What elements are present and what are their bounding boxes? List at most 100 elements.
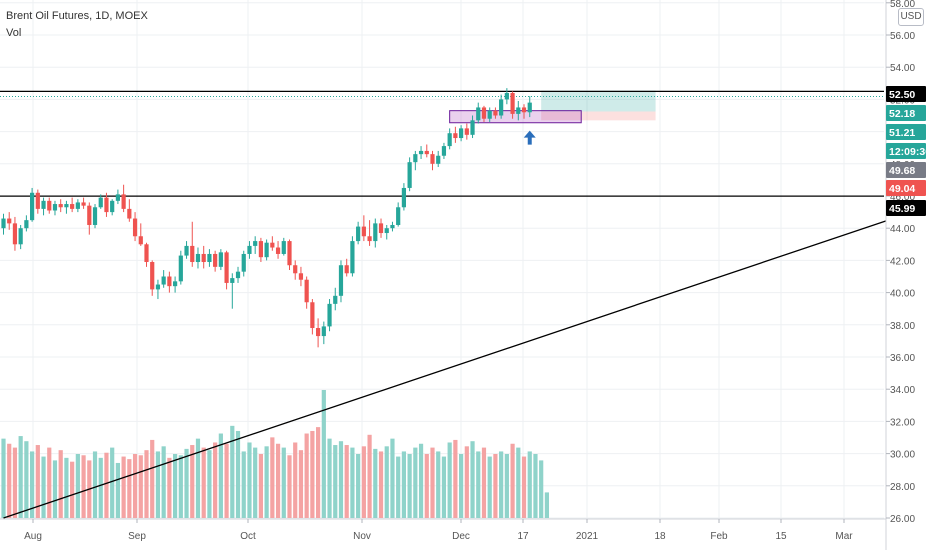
volume-bar: [24, 441, 28, 518]
price-label-text: 52.50: [889, 89, 915, 101]
price-label-text: 12:09:36: [889, 146, 931, 158]
x-tick-label: 2021: [576, 531, 599, 542]
volume-bar: [430, 448, 434, 518]
volume-bar: [453, 440, 457, 518]
candle: [144, 243, 148, 267]
candle-body: [1, 219, 5, 229]
candle-body: [493, 111, 497, 116]
candle-body: [465, 128, 469, 134]
candle: [436, 151, 440, 167]
candle: [87, 202, 91, 234]
y-tick-label: 44.00: [890, 224, 915, 235]
volume-bar: [310, 431, 314, 518]
candle-body: [379, 223, 383, 233]
y-tick-label: 56.00: [890, 31, 915, 42]
horizontal-levels: [0, 91, 884, 196]
volume-bar: [270, 437, 274, 518]
candle-body: [81, 202, 85, 205]
candle-body: [350, 241, 354, 273]
candle-body: [122, 194, 126, 208]
volume-bar: [122, 457, 126, 518]
volume-bar: [196, 439, 200, 518]
y-tick-label: 26.00: [890, 514, 915, 525]
candle-body: [13, 223, 17, 244]
currency-button[interactable]: USD: [898, 8, 924, 26]
candle-body: [139, 236, 143, 244]
volume-bar: [219, 434, 223, 518]
legend-volume[interactable]: Vol: [6, 25, 148, 42]
candle: [70, 198, 74, 212]
candle-body: [167, 277, 171, 287]
volume-bar: [253, 448, 257, 518]
candle: [265, 239, 269, 260]
candle: [505, 88, 509, 104]
candle: [207, 249, 211, 267]
candle-body: [87, 206, 91, 225]
volume-bar: [242, 451, 246, 518]
price-label-text: 49.04: [889, 183, 915, 195]
candle: [19, 225, 23, 249]
legend-symbol[interactable]: Brent Oil Futures, 1D, MOEX: [6, 8, 148, 25]
legend: Brent Oil Futures, 1D, MOEX Vol: [6, 8, 148, 42]
y-tick-label: 36.00: [890, 353, 915, 364]
volume-bar: [299, 450, 303, 518]
candle-body: [30, 193, 34, 220]
volume-bar: [230, 426, 234, 518]
volume-bar: [448, 442, 452, 518]
candle: [373, 219, 377, 248]
candle-body: [522, 107, 526, 112]
candle: [30, 188, 34, 222]
arrow-group: [524, 131, 536, 145]
volume-bar: [162, 446, 166, 518]
volume-bar: [510, 444, 514, 518]
candle-body: [333, 296, 337, 304]
candle-body: [322, 326, 326, 336]
candle-body: [310, 302, 314, 328]
volume-bar: [390, 439, 394, 518]
candle-body: [41, 201, 45, 209]
candle: [310, 299, 314, 334]
volume-bar: [413, 448, 417, 518]
candle: [459, 125, 463, 141]
candle-body: [299, 273, 303, 279]
x-tick-label: 18: [654, 531, 666, 542]
x-tick-label: 15: [775, 531, 787, 542]
volume-bar: [333, 445, 337, 518]
candle-body: [156, 285, 160, 290]
volume-bar: [367, 435, 371, 518]
candle-body: [247, 246, 251, 254]
price-label: 49.68: [886, 162, 926, 178]
candle: [276, 241, 280, 259]
candle-body: [499, 99, 503, 115]
candle: [453, 127, 457, 143]
volume-bar: [345, 445, 349, 518]
candle-body: [373, 223, 377, 241]
volume-bar: [408, 454, 412, 518]
candle: [430, 151, 434, 170]
x-tick-label: Sep: [128, 531, 146, 542]
candle-body: [230, 278, 234, 283]
volume-bar: [41, 457, 45, 518]
y-tick-label: 28.00: [890, 482, 915, 493]
candle-body: [162, 277, 166, 285]
candle: [396, 202, 400, 226]
y-tick-label: 54.00: [890, 63, 915, 74]
candle: [390, 222, 394, 232]
candle: [442, 143, 446, 159]
candle: [499, 95, 503, 119]
candle-body: [24, 220, 28, 228]
volume-bar: [133, 454, 137, 518]
candle-body: [224, 252, 228, 283]
candle: [350, 236, 354, 276]
profit-zone: [541, 91, 655, 112]
candle: [379, 219, 383, 238]
candle: [7, 212, 11, 230]
volume-bar: [144, 450, 148, 518]
candle: [47, 198, 51, 214]
volume-bar: [385, 446, 389, 518]
volume-bar: [545, 492, 549, 518]
candle: [425, 144, 429, 157]
candle-body: [293, 265, 297, 273]
